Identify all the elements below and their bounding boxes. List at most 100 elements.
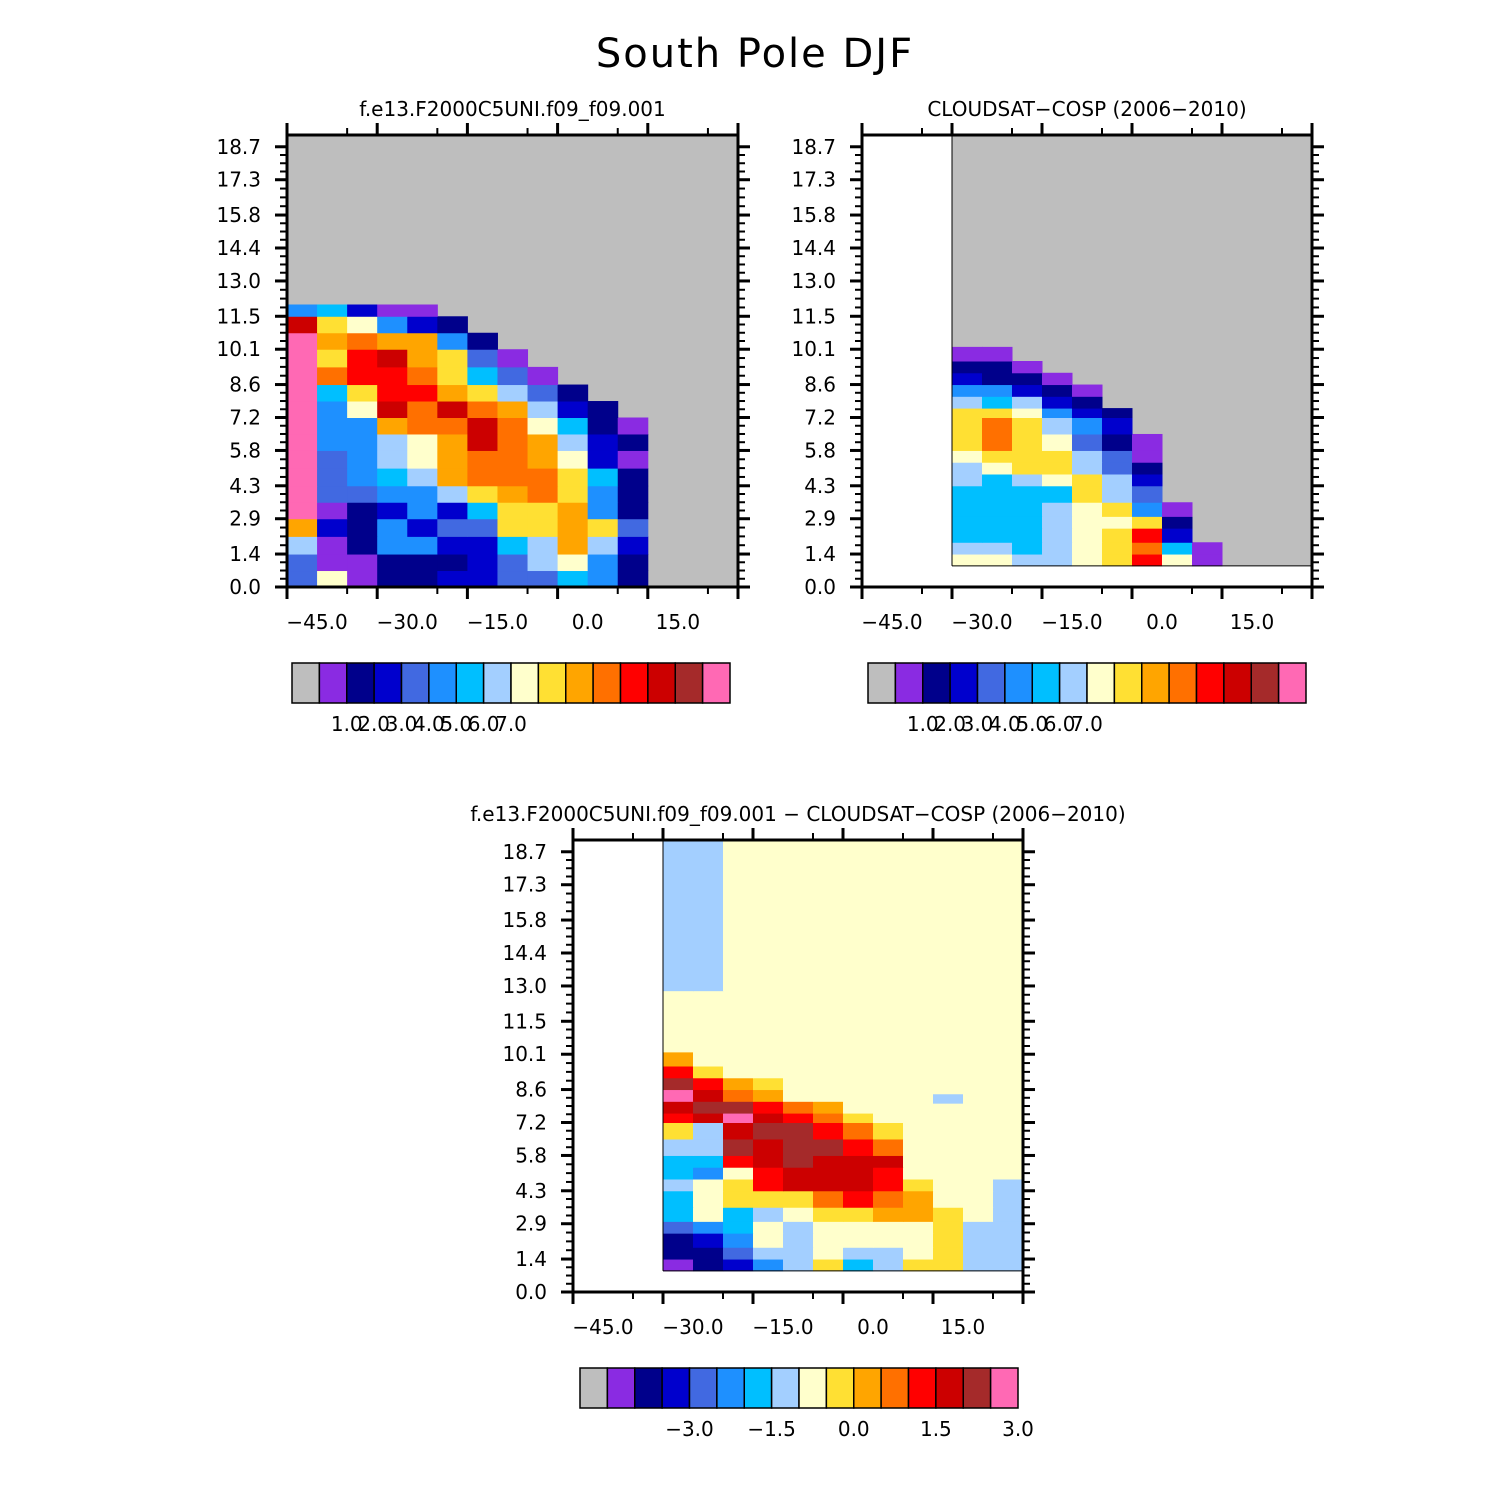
heatmap-cell — [843, 990, 874, 1053]
heatmap-cell — [723, 1167, 754, 1180]
y-tick-label: 8.6 — [515, 1078, 547, 1102]
heatmap-cell — [467, 332, 498, 350]
y-tick-label: 7.2 — [229, 406, 261, 430]
heatmap-cell — [347, 518, 378, 537]
heatmap-cell — [617, 468, 649, 487]
heatmap-cell — [407, 502, 438, 520]
y-tick-label: 11.5 — [216, 304, 261, 328]
heatmap-cell — [753, 1221, 784, 1234]
heatmap-cell — [587, 554, 619, 572]
heatmap-cell — [1132, 502, 1163, 517]
heatmap-cell — [467, 485, 498, 503]
heatmap-cell — [873, 1138, 904, 1156]
heatmap-cell — [933, 1051, 964, 1067]
colorbar-swatch — [400, 662, 430, 704]
heatmap-cell — [813, 1122, 844, 1140]
heatmap-cell — [753, 1247, 784, 1260]
heatmap-cell — [723, 1101, 754, 1114]
colorbar-swatch — [1086, 662, 1116, 704]
colorbar-swatch — [346, 662, 375, 704]
heatmap-cell — [557, 502, 589, 520]
heatmap-cell — [873, 1233, 904, 1248]
colorbar-swatch — [825, 1367, 855, 1409]
heatmap-cell — [963, 1207, 994, 1222]
heatmap-cell — [1102, 485, 1133, 503]
heatmap-cell — [317, 518, 348, 537]
colorbar-label: 4.0 — [413, 712, 445, 736]
heatmap-cell — [933, 1077, 964, 1091]
heatmap-cell — [347, 304, 378, 317]
heatmap-cell — [377, 433, 408, 451]
heatmap-cell — [903, 1207, 934, 1222]
heatmap-cell — [963, 1167, 994, 1180]
heatmap-cell — [1102, 462, 1133, 475]
heatmap-cell — [497, 468, 529, 487]
heatmap-cell — [347, 433, 378, 451]
heatmap-cell — [783, 840, 814, 992]
y-tick-label: 14.4 — [216, 236, 261, 260]
heatmap-cell — [467, 366, 498, 386]
heatmap-cell — [843, 1089, 874, 1102]
heatmap-cell — [933, 1066, 964, 1079]
colorbar-swatch — [1058, 662, 1088, 704]
heatmap-cell — [407, 316, 438, 334]
heatmap-cell — [587, 502, 619, 520]
heatmap-cell — [287, 450, 318, 469]
heatmap-cell — [903, 1259, 934, 1272]
panel-difference: f.e13.F2000C5UNI.f09_f09.001 − CLOUDSAT−… — [470, 802, 1125, 1441]
heatmap-cell — [527, 518, 559, 537]
heatmap-cell — [497, 349, 529, 368]
heatmap-cell — [1072, 502, 1103, 517]
heatmap-cell — [982, 462, 1013, 475]
heatmap-cell — [693, 1122, 724, 1140]
heatmap-cell — [437, 468, 468, 487]
heatmap-cell — [813, 1221, 844, 1234]
heatmap-cell — [783, 1259, 814, 1272]
colorbar-label: 2.0 — [358, 712, 390, 736]
y-tick-label: 14.4 — [791, 236, 836, 260]
heatmap-cell — [982, 417, 1013, 435]
heatmap-cell — [317, 536, 348, 555]
heatmap-cell — [693, 1207, 724, 1222]
heatmap-cell — [963, 1233, 994, 1248]
heatmap-cell — [663, 1122, 694, 1140]
heatmap-cell — [663, 1233, 694, 1248]
heatmap-cell — [467, 349, 498, 368]
heatmap-cell — [993, 840, 1024, 992]
heatmap-cell — [437, 518, 468, 537]
heatmap-cell — [663, 1207, 694, 1222]
heatmap-cell — [347, 349, 378, 368]
heatmap-cell — [1102, 542, 1133, 555]
heatmap-cell — [723, 1122, 754, 1140]
heatmap-cell — [377, 401, 408, 418]
heatmap-cell — [1012, 450, 1043, 463]
heatmap-cell — [993, 1207, 1024, 1222]
heatmap-cell — [437, 450, 468, 469]
heatmap-cell — [693, 1167, 724, 1180]
heatmap-cell — [982, 485, 1013, 503]
colorbar-swatch — [647, 662, 676, 704]
heatmap-cell — [813, 840, 844, 992]
x-tick-label: −30.0 — [951, 610, 1012, 634]
heatmap-cell — [1102, 528, 1133, 543]
heatmap-cell — [663, 840, 723, 991]
heatmap-cell — [693, 1179, 724, 1192]
heatmap-cell — [377, 554, 408, 572]
heatmap-cell — [1012, 554, 1043, 567]
heatmap-cell — [753, 1051, 784, 1067]
heatmap-cell — [783, 1247, 814, 1260]
heatmap-cell — [843, 1233, 874, 1248]
heatmap-cell — [287, 518, 318, 537]
heatmap-cell — [527, 570, 559, 588]
y-tick-label: 0.0 — [804, 575, 836, 599]
heatmap-cell — [437, 384, 468, 402]
heatmap-cell — [407, 433, 438, 451]
heatmap-cell — [963, 840, 994, 992]
heatmap-cell — [527, 502, 559, 520]
heatmap-cell — [437, 316, 468, 334]
heatmap-cell — [557, 570, 589, 588]
heatmap-cell — [783, 1233, 814, 1248]
heatmap-cell — [723, 1138, 754, 1156]
colorbar-swatch — [770, 1367, 800, 1409]
heatmap-cell — [933, 1179, 964, 1192]
